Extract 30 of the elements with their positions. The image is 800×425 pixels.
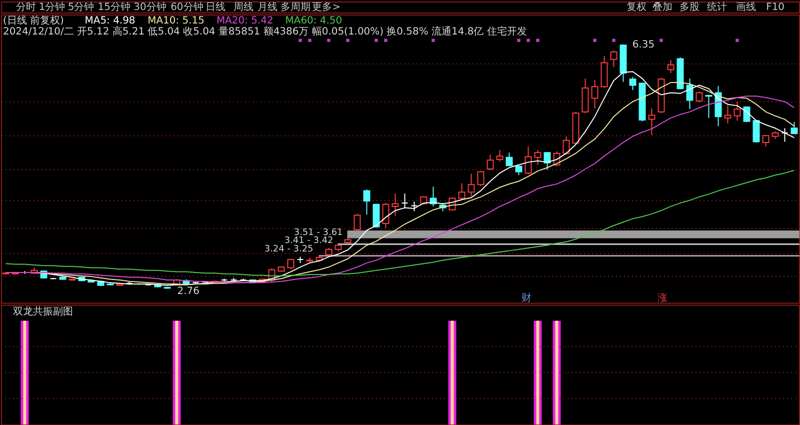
chart-title: (日线 前复权) [2,14,64,26]
text: 5分钟 [68,1,94,14]
text: 60分钟 [170,1,204,14]
annotation: 2.76 [177,286,200,297]
text: 15分钟 [98,1,130,14]
text: 复权 [626,1,646,14]
text: 30分钟 [134,1,166,14]
text: 多股 [679,1,700,14]
text: F10 [766,2,785,14]
annotation: 6.35 [632,39,655,50]
text: MA60: 4.50 [285,15,342,26]
text: 周线 [233,1,254,14]
text: 多周期 [280,1,310,14]
text: MA10: 5.15 [148,15,204,26]
text: 更多> [312,1,341,14]
text: MA5: 4.98 [84,15,136,26]
text: 1分钟 [38,1,66,14]
text: 月线 [257,1,278,14]
text: 分时 [16,1,36,14]
text: 画线 [736,1,756,14]
text: 日线 [205,1,226,14]
text: 统计 [707,1,728,14]
text: MA20: 5.42 [216,15,274,26]
band-label: 3.24 - 3.25 [264,244,314,254]
chart-title: 双龙共振副图 [12,306,73,318]
chart-subtitle: 2024/12/10/二 开5.12 高5.21 低5.04 收5.04 量85851 额4386万 幅0.05(1.00%) 换0.58% 流通14.8亿 住宅开发 [2,25,527,38]
text: 叠加 [652,1,672,14]
text: 财 [522,292,532,304]
band-label: 3.41 - 3.42 [284,236,334,246]
text: 涨 [657,292,668,304]
